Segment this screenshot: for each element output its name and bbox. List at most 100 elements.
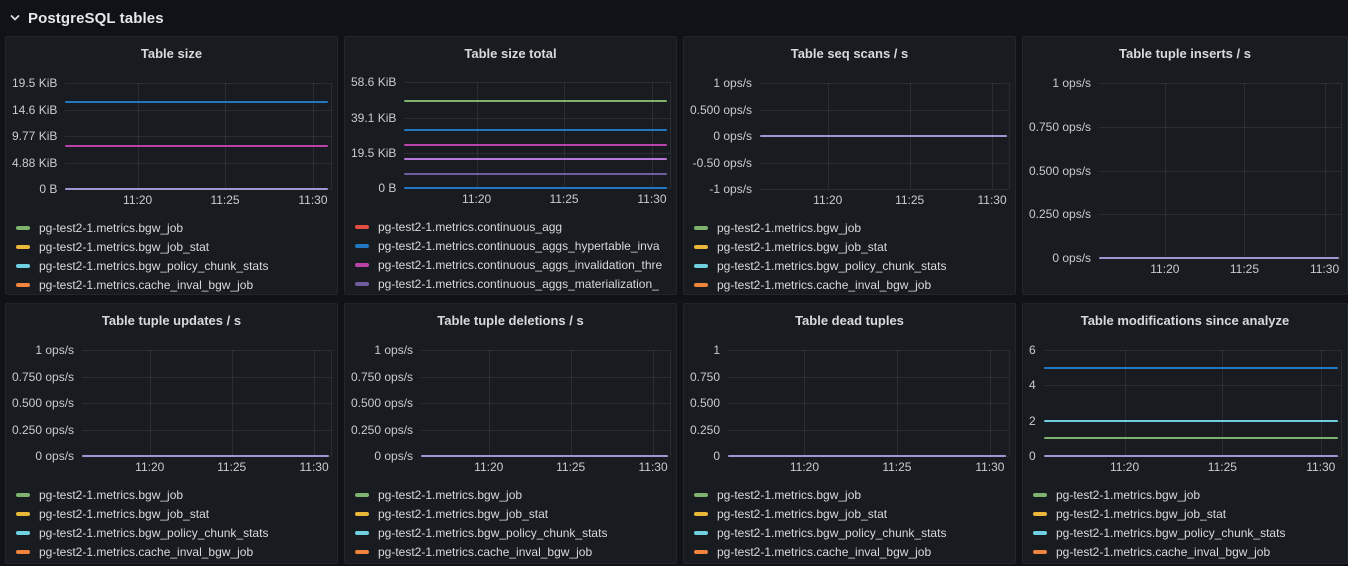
plot-area[interactable]: 11:20 11:25 11:30 [421,350,671,474]
legend-item[interactable]: pg-test2-1.metrics.bgw_policy_chunk_stat… [16,256,337,275]
panel-title[interactable]: Table size total [464,46,557,61]
h-gridline [65,136,331,137]
panel-title[interactable]: Table modifications since analyze [1080,313,1290,328]
legend-swatch-icon [16,511,30,516]
legend-label: pg-test2-1.metrics.bgw_job_stat [39,239,210,254]
panel-title[interactable]: Table seq scans / s [790,46,909,61]
v-gridline [331,83,332,189]
legend-item[interactable]: pg-test2-1.metrics.cache_inval_bgw_job [16,542,337,561]
h-gridline [760,162,1009,164]
series-line [404,100,668,103]
dashboard-row-header[interactable]: PostgreSQL tables [0,0,1348,36]
series-line [65,101,329,104]
legend-label: pg-test2-1.metrics.bgw_job [378,487,523,502]
legend-label: pg-test2-1.metrics.bgw_job [717,487,862,502]
legend-item[interactable]: pg-test2-1.metrics.cache_inval_bgw_job [355,542,676,561]
panel-table-tuple-inserts-s: Table tuple inserts / s 1 ops/s 0.750 ops… [1022,36,1348,295]
legend-item[interactable]: pg-test2-1.metrics.bgw_policy_chunk_stat… [1033,523,1347,542]
legend-label: pg-test2-1.metrics.bgw_policy_chunk_stat… [378,525,608,540]
chart-area: 58.6 KiB 39.1 KiB 19.5 KiB 0 B 11:20 11:25 11… [345,75,676,206]
y-tick-label: 4.88 KiB [12,155,58,170]
legend-item[interactable]: pg-test2-1.metrics.cache_inval_bgw_job [694,275,1015,294]
h-gridline [1099,170,1341,172]
legend-item[interactable]: pg-test2-1.metrics.bgw_job [355,485,676,504]
y-tick-label: 2 [1029,413,1036,428]
series-line [1043,419,1339,422]
x-tick-label: 11:20 [474,460,504,474]
legend-item[interactable]: pg-test2-1.metrics.bgw_job [16,485,337,504]
y-tick-label: 0 ops/s [374,449,414,463]
x-tick-label: 11:25 [217,460,247,474]
legend-item[interactable]: pg-test2-1.metrics.bgw_policy_chunk_stat… [16,523,337,542]
legend-item[interactable]: pg-test2-1.metrics.bgw_policy_chunk_stat… [355,523,676,542]
y-tick-label: 4 [1029,378,1036,393]
legend-item[interactable]: pg-test2-1.metrics.bgw_job_stat [1033,504,1347,523]
plot-area[interactable]: 11:20 11:25 11:30 [760,83,1010,207]
panel-table-size-total: Table size total 58.6 KiB 39.1 KiB 19.5 Ki… [344,36,677,295]
panel-title[interactable]: Table tuple updates / s [101,313,242,328]
legend-swatch-icon [16,492,30,497]
legend-item[interactable]: pg-test2-1.metrics.bgw_job_stat [694,504,1015,523]
x-tick-label: 11:20 [813,193,843,207]
legend-item[interactable]: pg-test2-1.metrics.bgw_job_stat [355,504,676,523]
legend-item[interactable]: pg-test2-1.metrics.cache_inval_bgw_job [16,275,337,294]
plot-area[interactable]: 11:20 11:25 11:30 [65,83,332,207]
h-gridline [1043,385,1341,387]
y-tick-label: 0 [1029,448,1036,463]
y-tick-label: 0 ops/s [1052,251,1092,265]
legend-item[interactable]: pg-test2-1.metrics.cache_inval_bgw_job [694,542,1015,561]
legend-item[interactable]: pg-test2-1.metrics.continuous_aggs_hyper… [355,236,676,255]
y-tick-label: 0.250 ops/s [1029,207,1092,222]
legend-swatch-icon [16,530,30,535]
legend-item[interactable]: pg-test2-1.metrics.bgw_job [1033,485,1347,504]
plot-area[interactable]: 11:20 11:25 11:30 [1043,350,1342,474]
panel-title[interactable]: Table dead tuples [795,313,904,328]
legend-item[interactable]: pg-test2-1.metrics.bgw_job [694,485,1015,504]
legend-item[interactable]: pg-test2-1.metrics.continuous_aggs_inval… [355,255,676,274]
series-line [1043,455,1339,457]
chart-area: 1 ops/s 0.750 ops/s 0.500 ops/s 0.250 ops/s… [6,343,337,474]
legend-label: pg-test2-1.metrics.continuous_aggs_hyper… [378,238,660,253]
legend-item[interactable]: pg-test2-1.metrics.continuous_aggs_mater… [355,274,676,293]
panel-title[interactable]: Table size [140,46,203,61]
legend-item[interactable]: pg-test2-1.metrics.bgw_policy_chunk_stat… [694,523,1015,542]
h-gridline [728,429,1009,431]
legend-label: pg-test2-1.metrics.bgw_job [39,220,184,235]
y-tick-label: 19.5 KiB [351,145,397,160]
v-gridline [1124,350,1126,456]
legend-item[interactable]: pg-test2-1.metrics.bgw_job_stat [16,237,337,256]
legend-label: pg-test2-1.metrics.cache_inval_bgw_job [378,544,593,559]
legend-item[interactable]: pg-test2-1.metrics.continuous_agg [355,217,676,236]
series-line [404,187,668,190]
legend-item[interactable]: pg-test2-1.metrics.bgw_job_stat [16,504,337,523]
y-tick-label: 0.500 ops/s [690,102,753,117]
legend-item[interactable]: pg-test2-1.metrics.bgw_policy_chunk_stat… [694,256,1015,275]
plot-area[interactable]: 11:20 11:25 11:30 [82,350,332,474]
legend-label: pg-test2-1.metrics.cache_inval_bgw_job [717,277,932,292]
h-gridline [760,83,1009,84]
panel-title[interactable]: Table tuple inserts / s [1119,46,1251,61]
y-tick-label: 0.500 ops/s [1029,163,1092,178]
legend: pg-test2-1.metrics.bgw_job pg-test2-1.met… [1023,485,1347,561]
v-gridline [896,350,898,456]
panel-title[interactable]: Table tuple deletions / s [437,313,584,328]
plot-area[interactable]: 11:20 11:25 11:30 [1099,83,1342,276]
v-gridline [1341,350,1342,456]
legend-item[interactable]: pg-test2-1.metrics.bgw_job [16,218,337,237]
chart-area: 1 ops/s 0.750 ops/s 0.500 ops/s 0.250 ops/s… [1023,76,1347,276]
panel-table-tuple-deletions-s: Table tuple deletions / s 1 ops/s 0.750 o… [344,303,677,564]
legend-label: pg-test2-1.metrics.bgw_job_stat [1056,506,1227,521]
legend-item[interactable]: pg-test2-1.metrics.cache_inval_bgw_job [1033,542,1347,561]
v-gridline [331,350,332,456]
y-tick-label: 0.750 ops/s [351,369,414,384]
y-tick-label: 14.6 KiB [12,102,58,117]
legend-item[interactable]: pg-test2-1.metrics.bgw_job_stat [694,237,1015,256]
y-tick-label: 0.500 ops/s [12,396,75,410]
plot-area[interactable]: 11:20 11:25 11:30 [404,82,671,206]
legend-item[interactable]: pg-test2-1.metrics.bgw_job [694,218,1015,237]
series-line [1043,437,1339,440]
plot-area[interactable]: 11:20 11:25 11:30 [728,350,1010,474]
v-gridline [1341,83,1342,258]
h-gridline [1043,350,1341,351]
